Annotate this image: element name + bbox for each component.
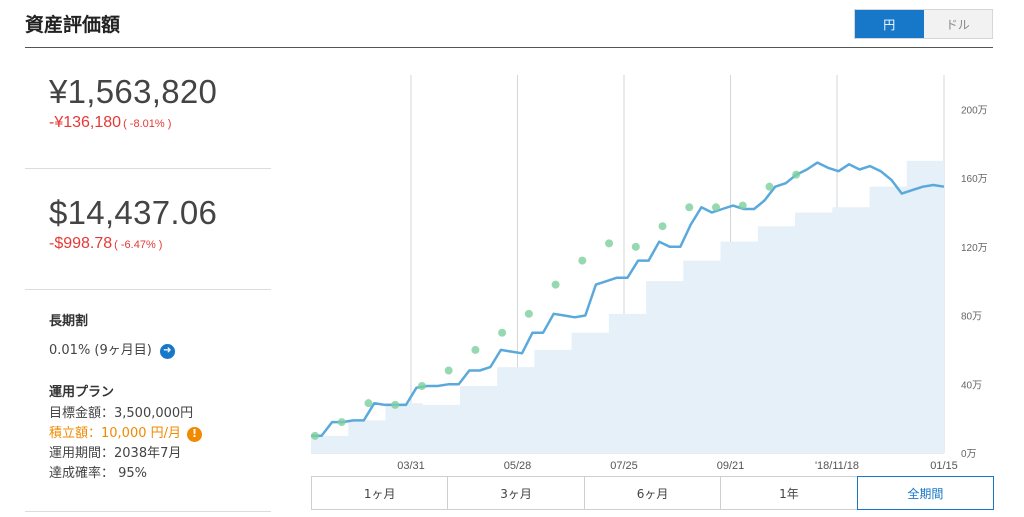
usd-change-percent: ( -6.47% ) [114, 239, 163, 251]
chart-y-tick-label: 40万 [961, 380, 982, 391]
plan-monthly[interactable]: 積立額：10,000 円/月 [49, 426, 181, 441]
jpy-total-value: ¥1,563,820 [49, 73, 218, 110]
currency-toggle[interactable]: 円 ドル [854, 9, 993, 39]
chart-y-tick-label: 160万 [961, 174, 988, 185]
chart-deposit-marker [311, 431, 319, 440]
chart-deposit-marker [391, 400, 400, 409]
plan-title: 運用プラン [49, 385, 115, 400]
usd-change-amount: -$998.78 [49, 235, 113, 252]
plan-period: 運用期間：2038年7月 [49, 446, 182, 461]
usd-change: -$998.78( -6.47% ) [49, 235, 271, 253]
usd-total-value: $14,437.06 [49, 194, 218, 231]
chart-deposit-marker [605, 239, 614, 248]
chart-x-tick-label: 05/28 [504, 460, 532, 472]
chart-y-tick-label: 200万 [961, 105, 988, 116]
plan-details: 長期割 0.01% (9ヶ月目) ➜ 運用プラン 目標金額：3,500,000円… [25, 290, 271, 512]
chart-x-tick-label: 03/31 [397, 460, 425, 472]
chart-y-tick-label: 80万 [961, 312, 982, 323]
chart-x-tick-label: 09/21 [717, 460, 745, 472]
chart-principal-area [311, 160, 944, 453]
chart-deposit-marker [498, 328, 507, 337]
chart-x-tick-label: 07/25 [610, 460, 638, 472]
jpy-value-block: ¥1,563,820 -¥136,180( -8.01% ) [25, 48, 271, 169]
chart-deposit-marker [658, 222, 667, 231]
chart-deposit-marker [792, 170, 801, 179]
chart-deposit-marker [551, 280, 560, 289]
page-title: 資産評価額 [25, 14, 121, 36]
chart-deposit-marker [631, 242, 640, 251]
chart-deposit-marker [337, 418, 346, 427]
range-tab-1[interactable]: 3ヶ月 [448, 477, 585, 509]
range-tab-4[interactable]: 全期間 [856, 476, 995, 510]
longterm-row: 0.01% (9ヶ月目) ➜ [49, 341, 271, 361]
chart-value-line [311, 161, 945, 438]
chart-deposit-marker [471, 345, 480, 354]
chart-y-tick-label: 0万 [961, 449, 977, 460]
currency-usd-button[interactable]: ドル [923, 10, 992, 38]
plan-monthly-row[interactable]: 積立額：10,000 円/月 ! [49, 424, 271, 444]
chart-x-tick-label: '18/11/18 [815, 460, 859, 472]
usd-value-block: $14,437.06 -$998.78( -6.47% ) [25, 169, 271, 290]
summary-panel: ¥1,563,820 -¥136,180( -8.01% ) $14,437.0… [25, 48, 271, 512]
currency-yen-button[interactable]: 円 [855, 10, 924, 38]
longterm-value: 0.01% (9ヶ月目) [49, 343, 152, 358]
chart-deposit-marker [578, 256, 587, 265]
range-tab-3[interactable]: 1年 [721, 477, 858, 509]
plan-target: 目標金額：3,500,000円 [49, 406, 194, 421]
plan-probability: 達成確率： 95% [49, 466, 148, 481]
warning-icon[interactable]: ! [187, 426, 202, 442]
chart-deposit-marker [417, 381, 426, 390]
page-header: 資産評価額 円 ドル [25, 0, 993, 48]
chart-y-tick-label: 120万 [961, 243, 988, 254]
chart-deposit-marker [765, 182, 774, 191]
range-tabs[interactable]: 1ヶ月 3ヶ月 6ヶ月 1年 全期間 [311, 476, 995, 510]
chart-deposit-marker [364, 399, 373, 408]
chart-deposit-marker [444, 366, 453, 375]
longterm-title: 長期割 [49, 314, 89, 329]
jpy-change: -¥136,180( -8.01% ) [49, 114, 271, 132]
range-tab-2[interactable]: 6ヶ月 [585, 477, 722, 509]
arrow-right-icon[interactable]: ➜ [159, 343, 175, 359]
jpy-change-percent: ( -8.01% ) [123, 118, 172, 130]
chart-deposit-marker [711, 203, 720, 212]
range-tab-0[interactable]: 1ヶ月 [312, 477, 449, 509]
chart-x-tick-label: 01/15 [930, 460, 958, 472]
chart-deposit-marker [738, 201, 747, 210]
chart-deposit-marker [524, 309, 533, 318]
jpy-change-amount: -¥136,180 [49, 114, 122, 131]
chart-deposit-marker [685, 203, 694, 212]
